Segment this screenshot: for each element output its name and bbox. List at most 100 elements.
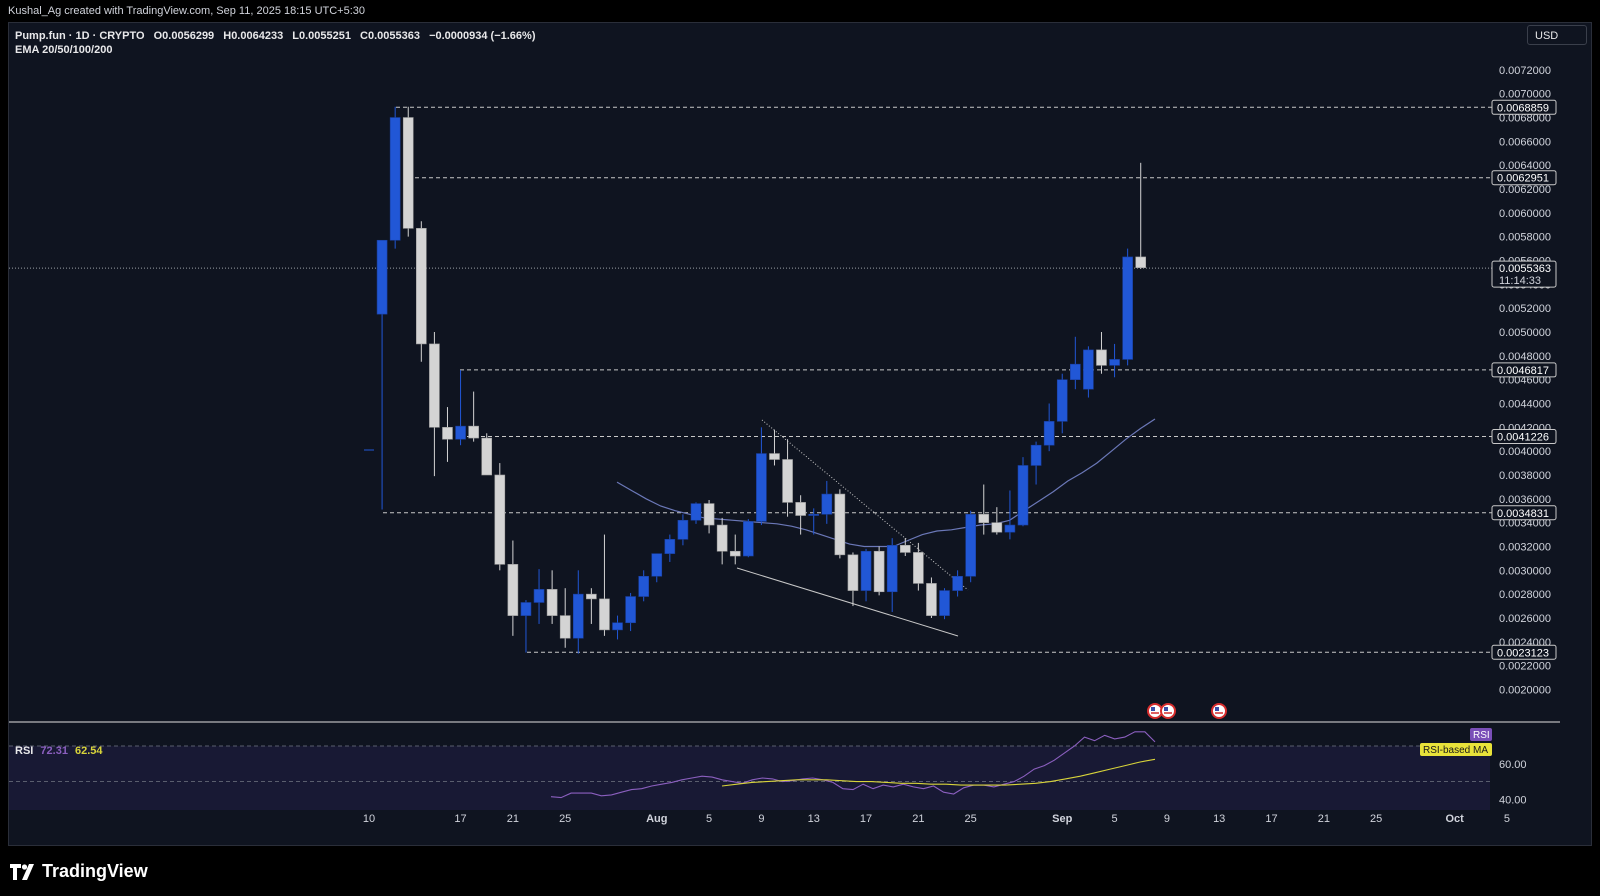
candle-bullish	[743, 519, 754, 558]
tradingview-logo-icon	[10, 863, 34, 880]
candle-bearish	[913, 542, 924, 591]
candle-body	[625, 596, 636, 624]
ohlc-change: −0.0000934 (−1.66%)	[429, 30, 536, 42]
candle-body	[599, 598, 610, 631]
rsi-badge-label: RSI	[1473, 730, 1490, 741]
candle-body	[834, 493, 846, 556]
price-tick-label: 0.0050000	[1499, 327, 1551, 339]
rsi-legend[interactable]: RSI 72.31 62.54	[15, 745, 103, 757]
price-tick-label: 0.0032000	[1499, 541, 1551, 553]
candle-body	[847, 554, 859, 591]
symbol-name[interactable]: Pump.fun · 1D · CRYPTO	[15, 30, 145, 42]
candle-body	[913, 552, 924, 584]
economic-event-flag-icon	[1160, 703, 1176, 719]
candle-body	[664, 539, 676, 554]
level-price-label: 0.0062951	[1497, 173, 1549, 185]
candle-body	[743, 521, 754, 557]
candle-bullish	[376, 239, 388, 510]
candle-bearish	[481, 433, 493, 476]
time-tick-label: Oct	[1445, 813, 1464, 825]
candle-bullish	[572, 570, 584, 654]
rsi-tick-label: 60.00	[1499, 759, 1527, 771]
rsi-band	[9, 746, 1490, 810]
candle-bullish	[612, 615, 623, 640]
ohlc-close: C0.0055363	[360, 30, 420, 42]
time-tick-label: 21	[912, 813, 924, 825]
candle-bullish	[1004, 490, 1016, 540]
level-price-box	[1491, 99, 1557, 115]
candle-bearish	[402, 106, 414, 237]
candle-bearish	[546, 570, 558, 624]
rsi-badge-bg	[1470, 728, 1492, 741]
candle-bullish	[1083, 346, 1094, 398]
candle-body	[546, 589, 558, 616]
candle-bullish	[1122, 248, 1133, 366]
rsi-ma-line	[721, 758, 1156, 787]
price-tick-label: 0.0068000	[1499, 113, 1551, 125]
candle-body	[795, 502, 806, 516]
candle-body	[952, 575, 963, 591]
candle-bearish	[1096, 332, 1107, 374]
candle-bearish	[873, 546, 885, 596]
price-tick-label: 0.0066000	[1499, 136, 1551, 148]
candle-bearish	[782, 439, 793, 517]
price-tick-label: 0.0048000	[1499, 351, 1551, 363]
candle-body	[1030, 444, 1042, 466]
price-pane	[9, 106, 1560, 723]
candle-bullish	[455, 370, 466, 446]
level-price-label: 0.0041226	[1497, 432, 1549, 444]
tradingview-logo[interactable]: TradingView	[10, 861, 148, 882]
candle-body	[860, 550, 872, 591]
candle-bearish	[1135, 162, 1147, 269]
countdown-label: 11:14:33	[1499, 275, 1541, 287]
candle-body	[769, 453, 780, 460]
candle-bearish	[978, 484, 990, 535]
time-tick-label: Sep	[1052, 813, 1072, 825]
candle-bullish	[860, 548, 872, 602]
candle-bullish	[638, 570, 649, 602]
rsi-ma-badge-bg	[1420, 743, 1492, 756]
candle-bearish	[494, 463, 506, 571]
candle-body	[416, 228, 427, 345]
candle-body	[1043, 421, 1055, 446]
currency-button[interactable]: USD	[1527, 25, 1587, 45]
candle-body	[756, 453, 767, 522]
time-tick-label: 5	[1504, 813, 1510, 825]
candle-bullish	[756, 427, 767, 526]
candle-body	[638, 575, 649, 597]
chart-frame[interactable]	[8, 22, 1592, 846]
level-price-box	[1491, 644, 1557, 660]
time-tick-label: 25	[1370, 813, 1382, 825]
candle-bullish	[389, 106, 401, 249]
rsi-line	[550, 731, 1156, 799]
price-tick-label: 0.0060000	[1499, 208, 1551, 220]
trendline-lower	[736, 567, 959, 637]
candle-body	[899, 544, 911, 553]
time-tick-label: 25	[559, 813, 571, 825]
ema-indicator-label[interactable]: EMA 20/50/100/200	[15, 44, 113, 56]
candle-bullish	[1070, 336, 1081, 390]
time-tick-label: 5	[1111, 813, 1117, 825]
candle-body	[559, 615, 571, 639]
price-tick-label: 0.0038000	[1499, 470, 1551, 482]
rsi-pane: 60.00 40.00 RSI RSI-based MA	[9, 728, 1527, 810]
candle-body	[402, 117, 414, 229]
time-tick-label: 9	[758, 813, 764, 825]
time-tick-label: 21	[1318, 813, 1330, 825]
rsi-value: 72.31	[40, 745, 68, 757]
level-price-box	[1491, 505, 1557, 521]
candle-body	[821, 493, 833, 515]
current-price-box	[1491, 260, 1557, 288]
price-tick-label: 0.0040000	[1499, 446, 1551, 458]
level-price-box	[1491, 362, 1557, 378]
candle-body	[429, 343, 440, 428]
candle-body	[612, 622, 623, 631]
candle-body	[586, 593, 597, 600]
candle-body	[873, 550, 885, 593]
level-price-label: 0.0068859	[1497, 102, 1549, 114]
candle-bearish	[599, 534, 610, 636]
candle-bearish	[926, 577, 937, 618]
time-axis: 10 17 21 25 Aug 5 9 13 17 21 25 Sep 5 9 13 17 21 25 Oct 5	[363, 813, 1510, 825]
level-price-label: 0.0034831	[1497, 508, 1549, 520]
